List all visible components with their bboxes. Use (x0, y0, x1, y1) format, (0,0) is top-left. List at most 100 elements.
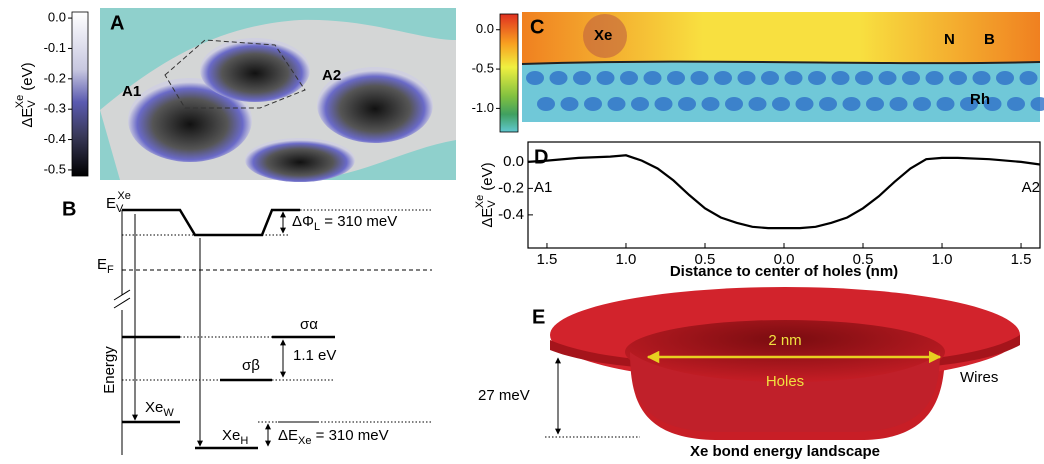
level-label: XeH (222, 427, 248, 447)
panel-label: E (532, 306, 545, 328)
atom (644, 71, 662, 85)
x-tick-label: 0.0 (774, 251, 795, 268)
annotation: Rh (970, 91, 990, 108)
atom (819, 97, 837, 111)
atom (691, 71, 709, 85)
atom (725, 97, 743, 111)
atom (866, 97, 884, 111)
level-label: σβ (242, 357, 260, 374)
colorbar (500, 14, 518, 132)
atom (702, 97, 720, 111)
hole (245, 138, 355, 182)
colorbar-tick-label: -1.0 (472, 100, 494, 115)
width-label: 2 nm (768, 332, 801, 349)
atom (1020, 71, 1038, 85)
depth-label: 27 meV (478, 387, 530, 404)
atom (843, 97, 861, 111)
atom (738, 71, 756, 85)
data-line (528, 155, 1040, 228)
atom (1007, 97, 1025, 111)
atom (926, 71, 944, 85)
level-label: ΔΦL = 310 meV (292, 213, 397, 233)
level-label: XeW (145, 399, 174, 419)
atom (913, 97, 931, 111)
vacuum-level (122, 210, 300, 235)
x-tick-label: 0.5 (853, 251, 874, 268)
caption: Xe bond energy landscape (690, 443, 880, 460)
annotation: Xe (594, 27, 612, 44)
atom (902, 71, 920, 85)
atom (526, 71, 544, 85)
level-label: 1.1 eV (293, 347, 336, 364)
atom (749, 97, 767, 111)
atom (855, 71, 873, 85)
y-axis-label: ΔEVXe(eV) (474, 162, 498, 227)
x-tick-label: 1.5 (537, 251, 558, 268)
annotation: B (984, 31, 995, 48)
annotation: A2 (1022, 179, 1040, 196)
panel-c: C Xe N B Rh 0.0 -0.5 -1.0 (472, 12, 1044, 132)
colorbar (72, 12, 88, 176)
y-tick-label: -0.2 (498, 179, 524, 196)
atom (537, 97, 555, 111)
x-tick-label: 1.5 (1011, 251, 1032, 268)
colorbar-tick-label: -0.4 (44, 131, 66, 146)
level-label: σα (300, 316, 318, 333)
annotation: A1 (534, 179, 552, 196)
atom (973, 71, 991, 85)
level-label: ΔEXe = 310 meV (278, 427, 389, 447)
atom (608, 97, 626, 111)
annotation: A2 (322, 67, 341, 84)
wires-label: Wires (960, 369, 998, 386)
colorbar-tick-label: -0.1 (44, 40, 66, 55)
colorbar-tick-label: -0.2 (44, 70, 66, 85)
atom (550, 71, 568, 85)
colorbar-tick-label: 0.0 (48, 10, 66, 25)
annotation: A1 (122, 83, 141, 100)
atom (655, 97, 673, 111)
atom (785, 71, 803, 85)
atom (890, 97, 908, 111)
panel-d: D ΔEVXe(eV) A1 A2 Distance to center of … (474, 142, 1040, 280)
atom (561, 97, 579, 111)
colorbar-tick-label: 0.0 (476, 21, 494, 36)
colorbar-tick-label: -0.3 (44, 101, 66, 116)
panel-label: A (110, 12, 124, 34)
axis-label: ΔEVXe(eV) (14, 62, 38, 127)
atom (796, 97, 814, 111)
hole (200, 38, 310, 102)
atom (620, 71, 638, 85)
atom (937, 97, 955, 111)
figure: ΔEVXe(eV) A A1 A2 0.0 -0.1 -0.2 -0.3 -0.4 -0.… (0, 0, 1044, 464)
level-label: EF (97, 256, 114, 276)
atom (772, 97, 790, 111)
atom (573, 71, 591, 85)
atom (584, 97, 602, 111)
atom (832, 71, 850, 85)
panel-label: B (62, 198, 76, 220)
panel-label: D (534, 146, 548, 168)
atom (879, 71, 897, 85)
panel-b: B EVXe ΔΦL = 310 meV EF σα σβ 1.1 eV Ene… (62, 190, 432, 455)
atom (667, 71, 685, 85)
panel-e: E 2 nm Holes Wires 27 meV Xe bond energy… (478, 287, 1020, 460)
y-tick-label: -0.4 (498, 206, 524, 223)
atom (631, 97, 649, 111)
x-tick-label: 0.5 (695, 251, 716, 268)
x-tick-label: 1.0 (932, 251, 953, 268)
holes-label: Holes (766, 373, 804, 390)
atom (996, 71, 1014, 85)
atom (808, 71, 826, 85)
axis-label: Energy (101, 346, 118, 394)
atom (597, 71, 615, 85)
atom (949, 71, 967, 85)
atom (714, 71, 732, 85)
atom (678, 97, 696, 111)
colorbar-tick-label: -0.5 (472, 61, 494, 76)
y-tick-label: 0.0 (503, 153, 524, 170)
colorbar-tick-label: -0.5 (44, 161, 66, 176)
atom (761, 71, 779, 85)
panel-label: C (530, 16, 544, 38)
panel-a: ΔEVXe(eV) A A1 A2 0.0 -0.1 -0.2 -0.3 -0.4 -0.… (14, 8, 456, 182)
annotation: N (944, 31, 955, 48)
